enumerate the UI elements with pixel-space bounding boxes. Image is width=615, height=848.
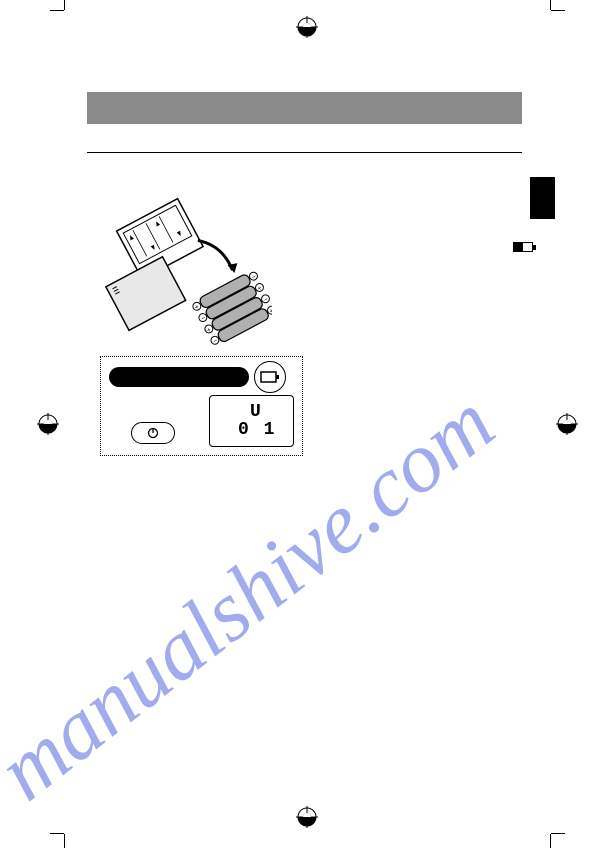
- crop-mark: [550, 834, 551, 848]
- power-button-icon: [131, 422, 175, 444]
- svg-text:+: +: [256, 285, 263, 293]
- crop-mark: [64, 834, 65, 848]
- lcd-note-box: U 0 1: [100, 356, 303, 456]
- crop-mark: [551, 10, 565, 11]
- registration-mark-icon: [296, 16, 318, 38]
- redacted-text-bar: [109, 367, 249, 387]
- registration-mark-icon: [296, 806, 318, 828]
- crop-mark: [64, 0, 65, 10]
- divider-line: [87, 152, 522, 153]
- crop-mark: [50, 10, 64, 11]
- page-edge-tab: [530, 177, 555, 219]
- svg-text:+: +: [268, 308, 273, 316]
- crop-mark: [50, 833, 64, 834]
- lcd-line-1: U: [250, 402, 263, 422]
- crop-mark: [550, 0, 551, 10]
- lcd-screen: U 0 1: [209, 395, 294, 447]
- registration-mark-icon: [37, 413, 59, 435]
- crop-mark: [551, 833, 565, 834]
- svg-text:+: +: [206, 326, 213, 334]
- low-battery-indicator-icon: [254, 361, 286, 393]
- battery-level-icon: [513, 242, 533, 252]
- svg-text:+: +: [194, 304, 201, 312]
- section-header-bar: [87, 92, 522, 124]
- lcd-line-2: 0 1: [238, 420, 276, 440]
- battery-install-diagram: + − − + + − − +: [103, 195, 273, 350]
- registration-mark-icon: [556, 413, 578, 435]
